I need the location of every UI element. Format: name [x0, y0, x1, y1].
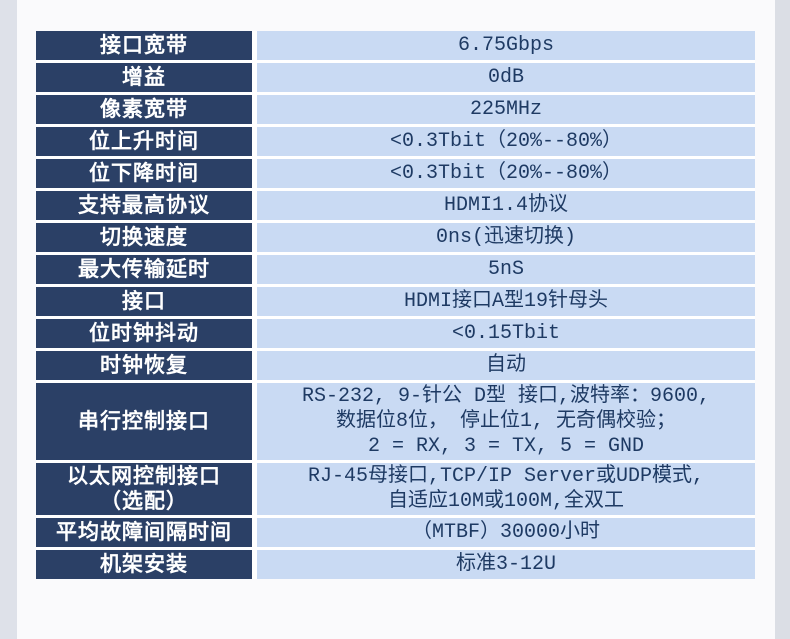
spec-label-cell: 增益: [36, 63, 252, 92]
spec-value-cell: <0.3Tbit（20%--80%）: [257, 127, 755, 156]
cell-line: HDMI接口A型19针母头: [403, 290, 608, 313]
table-row: 以太网控制接口 （选配） RJ-45母接口,TCP/IP Server或UDP模式,…: [36, 463, 755, 515]
cell-line: 位时钟抖动: [89, 321, 199, 345]
table-row: 位下降时间 <0.3Tbit（20%--80%）: [36, 159, 755, 188]
cell-line: （选配）: [100, 489, 188, 513]
table-row: 最大传输延时 5nS: [36, 255, 755, 284]
spec-label-cell: 以太网控制接口 （选配）: [36, 463, 252, 515]
cell-line: 225MHz: [469, 98, 542, 121]
spec-label-cell: 机架安装: [36, 550, 252, 579]
spec-value-cell: 5nS: [257, 255, 755, 284]
table-row: 切换速度 0ns(迅速切换): [36, 223, 755, 252]
cell-line: RJ-45母接口,TCP/IP Server或UDP模式,: [307, 465, 705, 488]
cell-line: 标准3-12U: [455, 553, 556, 576]
cell-line: 数据位8位， 停止位1, 无奇偶校验；: [335, 410, 676, 433]
cell-line: 接口宽带: [100, 33, 188, 57]
table-row: 平均故障间隔时间 （MTBF）30000小时: [36, 518, 755, 547]
spec-value-cell: HDMI1.4协议: [257, 191, 755, 220]
table-row: 机架安装 标准3-12U: [36, 550, 755, 579]
table-row: 时钟恢复 自动: [36, 351, 755, 380]
cell-line: 自动: [486, 354, 526, 377]
spec-value-cell: RJ-45母接口,TCP/IP Server或UDP模式, 自适应10M或100M…: [257, 463, 755, 515]
cell-line: 位上升时间: [89, 129, 199, 153]
spec-label-cell: 平均故障间隔时间: [36, 518, 252, 547]
spec-value-cell: <0.15Tbit: [257, 319, 755, 348]
cell-line: 串行控制接口: [78, 409, 210, 433]
spec-table: 接口宽带 6.75Gbps 增益 0dB 像素宽带 225MHz 位上升时间 <0.3Tbit…: [36, 31, 755, 579]
cell-line: 增益: [122, 65, 166, 89]
cell-line: 平均故障间隔时间: [56, 520, 232, 544]
spec-value-cell: 自动: [257, 351, 755, 380]
cell-line: 时钟恢复: [100, 353, 188, 377]
table-row: 接口 HDMI接口A型19针母头: [36, 287, 755, 316]
spec-label-cell: 最大传输延时: [36, 255, 252, 284]
cell-line: <0.15Tbit: [451, 322, 561, 345]
cell-line: 自适应10M或100M,全双工: [387, 490, 624, 513]
table-row: 位上升时间 <0.3Tbit（20%--80%）: [36, 127, 755, 156]
spec-label-cell: 像素宽带: [36, 95, 252, 124]
spec-label-cell: 支持最高协议: [36, 191, 252, 220]
spec-label-cell: 位时钟抖动: [36, 319, 252, 348]
cell-line: HDMI1.4协议: [443, 194, 568, 217]
spec-value-cell: 6.75Gbps: [257, 31, 755, 60]
table-row: 接口宽带 6.75Gbps: [36, 31, 755, 60]
spec-value-cell: <0.3Tbit（20%--80%）: [257, 159, 755, 188]
cell-line: 最大传输延时: [78, 257, 210, 281]
cell-line: 接口: [122, 289, 166, 313]
spec-label-cell: 位上升时间: [36, 127, 252, 156]
cell-line: 0ns(迅速切换): [435, 226, 576, 249]
cell-line: 以太网控制接口: [67, 464, 221, 488]
cell-line: 位下降时间: [89, 161, 199, 185]
left-margin-strip: [0, 0, 17, 639]
cell-line: 切换速度: [100, 225, 188, 249]
spec-value-cell: （MTBF）30000小时: [257, 518, 755, 547]
cell-line: 6.75Gbps: [457, 34, 554, 57]
cell-line: 支持最高协议: [78, 193, 210, 217]
table-row: 像素宽带 225MHz: [36, 95, 755, 124]
spec-label-cell: 时钟恢复: [36, 351, 252, 380]
spec-value-cell: 0dB: [257, 63, 755, 92]
right-margin-strip: [775, 0, 790, 639]
spec-label-cell: 位下降时间: [36, 159, 252, 188]
spec-label-cell: 串行控制接口: [36, 383, 252, 460]
table-row: 位时钟抖动 <0.15Tbit: [36, 319, 755, 348]
spec-value-cell: 0ns(迅速切换): [257, 223, 755, 252]
spec-label-cell: 接口宽带: [36, 31, 252, 60]
cell-line: 像素宽带: [100, 97, 188, 121]
spec-value-cell: HDMI接口A型19针母头: [257, 287, 755, 316]
spec-label-cell: 切换速度: [36, 223, 252, 252]
cell-line: 5nS: [487, 258, 524, 281]
table-row: 支持最高协议 HDMI1.4协议: [36, 191, 755, 220]
cell-line: 机架安装: [100, 552, 188, 576]
cell-line: （MTBF）30000小时: [411, 521, 601, 544]
cell-line: 2 = RX, 3 = TX, 5 = GND: [367, 435, 645, 458]
spec-label-cell: 接口: [36, 287, 252, 316]
cell-line: RS-232, 9-针公 D型 接口,波特率：9600,: [301, 385, 711, 408]
table-row: 增益 0dB: [36, 63, 755, 92]
cell-line: 0dB: [487, 66, 524, 89]
spec-value-cell: 标准3-12U: [257, 550, 755, 579]
cell-line: <0.3Tbit（20%--80%）: [389, 162, 623, 185]
spec-value-cell: RS-232, 9-针公 D型 接口,波特率：9600, 数据位8位， 停止位1,…: [257, 383, 755, 460]
table-row: 串行控制接口 RS-232, 9-针公 D型 接口,波特率：9600, 数据位8位，…: [36, 383, 755, 460]
spec-value-cell: 225MHz: [257, 95, 755, 124]
cell-line: <0.3Tbit（20%--80%）: [389, 130, 623, 153]
